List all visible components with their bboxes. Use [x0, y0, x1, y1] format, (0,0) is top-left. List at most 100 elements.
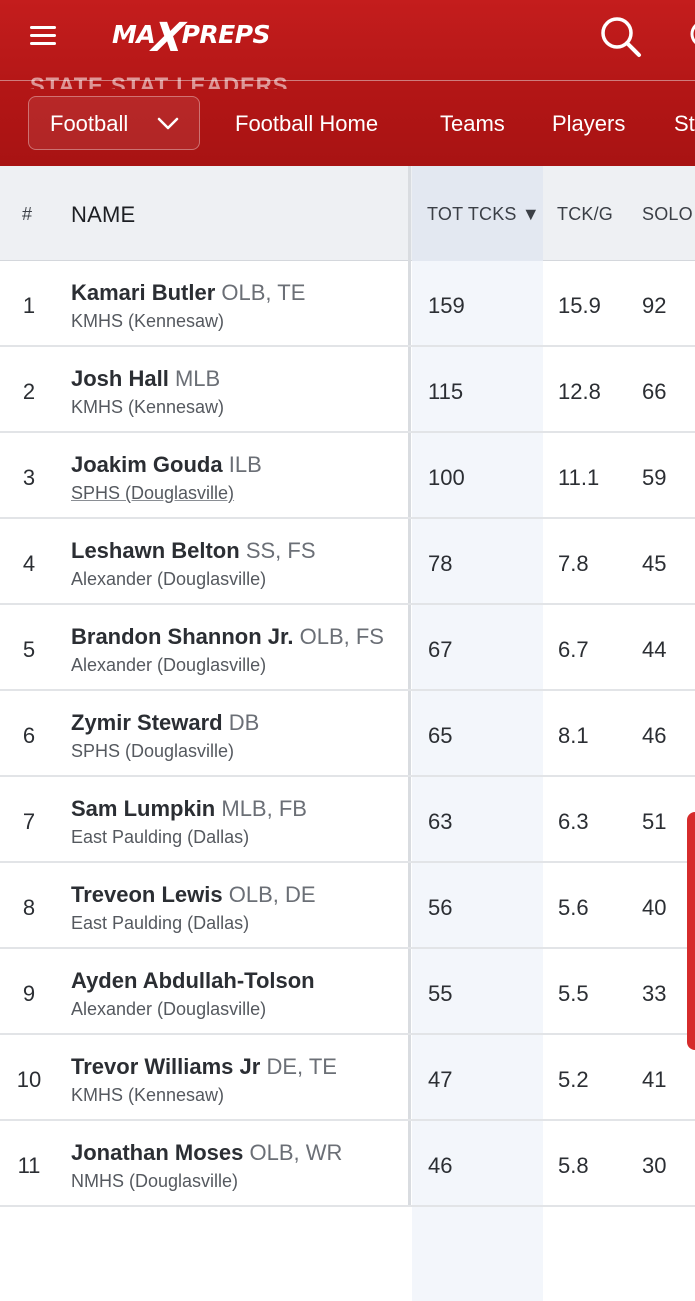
cell-tck-g: 6.7	[558, 637, 589, 662]
player-name: Trevor Williams Jr	[71, 1054, 261, 1079]
page-title-scrolled: STATE STAT LEADERS	[30, 73, 289, 89]
row-rank: 6	[22, 723, 36, 748]
row-rank: 2	[22, 379, 36, 404]
col-header-rank: #	[22, 204, 33, 224]
table-row[interactable]: 3 Joakim Gouda ILB SPHS (Douglasville) 100 1…	[0, 433, 695, 519]
col-header-tot-tcks[interactable]: TOT TCKS ▼	[427, 204, 540, 225]
maxpreps-logo[interactable]: MAXPREPS	[112, 15, 271, 61]
player-school[interactable]: SPHS (Douglasville)	[71, 741, 235, 761]
table-row[interactable]: 5 Brandon Shannon Jr. OLB, FS Alexander (D…	[0, 605, 695, 691]
player-name-line[interactable]: Joakim Gouda ILB	[71, 452, 262, 478]
row-rank: 3	[22, 465, 36, 490]
cell-solo: 40	[642, 895, 667, 920]
row-rank: 4	[22, 551, 36, 576]
col-header-tot-tcks-label: TOT TCKS	[427, 204, 517, 224]
player-school[interactable]: KMHS (Kennesaw)	[71, 1085, 225, 1105]
cell-solo: 33	[642, 981, 667, 1006]
table-row[interactable]: 9 Ayden Abdullah-Tolson Alexander (Dougla…	[0, 949, 695, 1035]
cell-solo: 46	[642, 723, 667, 748]
player-name-line[interactable]: Brandon Shannon Jr. OLB, FS	[71, 624, 384, 650]
player-name: Ayden Abdullah-Tolson	[71, 968, 315, 993]
player-positions: MLB, FB	[221, 796, 307, 821]
player-school[interactable]: SPHS (Douglasville)	[71, 483, 235, 503]
player-school[interactable]: KMHS (Kennesaw)	[71, 397, 225, 417]
cell-tck-g: 12.8	[558, 379, 601, 404]
player-positions: OLB, FS	[299, 624, 384, 649]
nav-link-players[interactable]: Players	[552, 111, 626, 136]
player-school[interactable]: East Paulding (Dallas)	[71, 913, 250, 933]
cell-tck-g: 5.6	[558, 895, 589, 920]
player-name-line[interactable]: Kamari Butler OLB, TE	[71, 280, 305, 306]
sorted-column-highlight	[412, 261, 543, 1301]
nav-link-teams[interactable]: Teams	[440, 111, 505, 136]
player-school[interactable]: East Paulding (Dallas)	[71, 827, 250, 847]
player-name: Josh Hall	[71, 366, 169, 391]
player-name-line[interactable]: Zymir Steward DB	[71, 710, 259, 736]
row-rank: 7	[22, 809, 36, 834]
cell-tck-g: 6.3	[558, 809, 589, 834]
partial-profile-icon[interactable]	[680, 14, 695, 60]
col-header-name[interactable]: NAME	[71, 202, 136, 227]
cell-tot-tcks: 159	[428, 293, 465, 318]
cell-tck-g: 5.5	[558, 981, 589, 1006]
player-positions: DE, TE	[266, 1054, 337, 1079]
hamburger-menu-icon[interactable]	[30, 24, 56, 46]
table-row[interactable]: 4 Leshawn Belton SS, FS Alexander (Douglas…	[0, 519, 695, 605]
player-name-line[interactable]: Treveon Lewis OLB, DE	[71, 882, 316, 908]
row-rank: 5	[22, 637, 36, 662]
row-rank: 8	[22, 895, 36, 920]
table-row[interactable]: 10 Trevor Williams Jr DE, TE KMHS (Kennesa…	[0, 1035, 695, 1121]
player-school[interactable]: Alexander (Douglasville)	[71, 999, 267, 1019]
player-name: Kamari Butler	[71, 280, 216, 305]
player-school[interactable]: Alexander (Douglasville)	[71, 569, 267, 589]
cell-tck-g: 7.8	[558, 551, 589, 576]
sport-dropdown[interactable]: Football	[28, 96, 200, 150]
table-row[interactable]: 11 Jonathan Moses OLB, WR NMHS (Douglasvil…	[0, 1121, 695, 1207]
cell-tot-tcks: 56	[428, 895, 453, 920]
cell-tot-tcks: 78	[428, 551, 453, 576]
player-name: Jonathan Moses	[71, 1140, 244, 1165]
table-row[interactable]: 7 Sam Lumpkin MLB, FB East Paulding (Dalla…	[0, 777, 695, 863]
sorted-column-header-bg	[412, 166, 543, 261]
player-name: Zymir Steward	[71, 710, 223, 735]
player-name-line[interactable]: Trevor Williams Jr DE, TE	[71, 1054, 337, 1080]
sport-subnav: STATE STAT LEADERS Football Football Hom…	[0, 73, 695, 166]
cell-tck-g: 5.8	[558, 1153, 589, 1178]
player-name-line[interactable]: Sam Lumpkin MLB, FB	[71, 796, 307, 822]
cell-solo: 51	[642, 809, 667, 834]
table-row[interactable]: 6 Zymir Steward DB SPHS (Douglasville) 65 8.…	[0, 691, 695, 777]
cell-solo: 92	[642, 293, 667, 318]
player-name-line[interactable]: Ayden Abdullah-Tolson	[71, 968, 315, 994]
player-school[interactable]: NMHS (Douglasville)	[71, 1171, 239, 1191]
player-name-line[interactable]: Leshawn Belton SS, FS	[71, 538, 316, 564]
cell-tck-g: 15.9	[558, 293, 601, 318]
player-name: Sam Lumpkin	[71, 796, 216, 821]
col-header-tck-g[interactable]: TCK/G	[557, 204, 614, 224]
player-school[interactable]: KMHS (Kennesaw)	[71, 311, 225, 331]
cell-tot-tcks: 63	[428, 809, 453, 834]
cell-tot-tcks: 47	[428, 1067, 453, 1092]
table-row[interactable]: 1 Kamari Butler OLB, TE KMHS (Kennesaw) 159…	[0, 261, 695, 347]
col-header-solo[interactable]: SOLO	[642, 204, 693, 224]
search-icon[interactable]	[598, 14, 644, 60]
nav-link-football-home[interactable]: Football Home	[235, 111, 379, 136]
table-row[interactable]: 2 Josh Hall MLB KMHS (Kennesaw) 115 12.8 66	[0, 347, 695, 433]
player-positions: ILB	[228, 452, 262, 477]
player-name: Treveon Lewis	[71, 882, 223, 907]
cell-solo: 45	[642, 551, 667, 576]
sort-desc-icon: ▼	[521, 204, 540, 224]
table-row[interactable]: 8 Treveon Lewis OLB, DE East Paulding (Dal…	[0, 863, 695, 949]
player-name-line[interactable]: Josh Hall MLB	[71, 366, 220, 392]
player-school[interactable]: Alexander (Douglasville)	[71, 655, 267, 675]
cell-solo: 44	[642, 637, 667, 662]
nav-link-stats[interactable]: St	[674, 111, 695, 136]
cell-tot-tcks: 46	[428, 1153, 453, 1178]
player-name: Leshawn Belton	[71, 538, 240, 563]
cell-tot-tcks: 100	[428, 465, 465, 490]
player-name: Joakim Gouda	[71, 452, 223, 477]
player-name-line[interactable]: Jonathan Moses OLB, WR	[71, 1140, 342, 1166]
player-positions: SS, FS	[245, 538, 316, 563]
cell-solo: 41	[642, 1067, 667, 1092]
table-header: # NAME TOT TCKS ▼ TCK/G SOLO	[0, 166, 695, 261]
side-feedback-tab[interactable]	[687, 812, 695, 1050]
